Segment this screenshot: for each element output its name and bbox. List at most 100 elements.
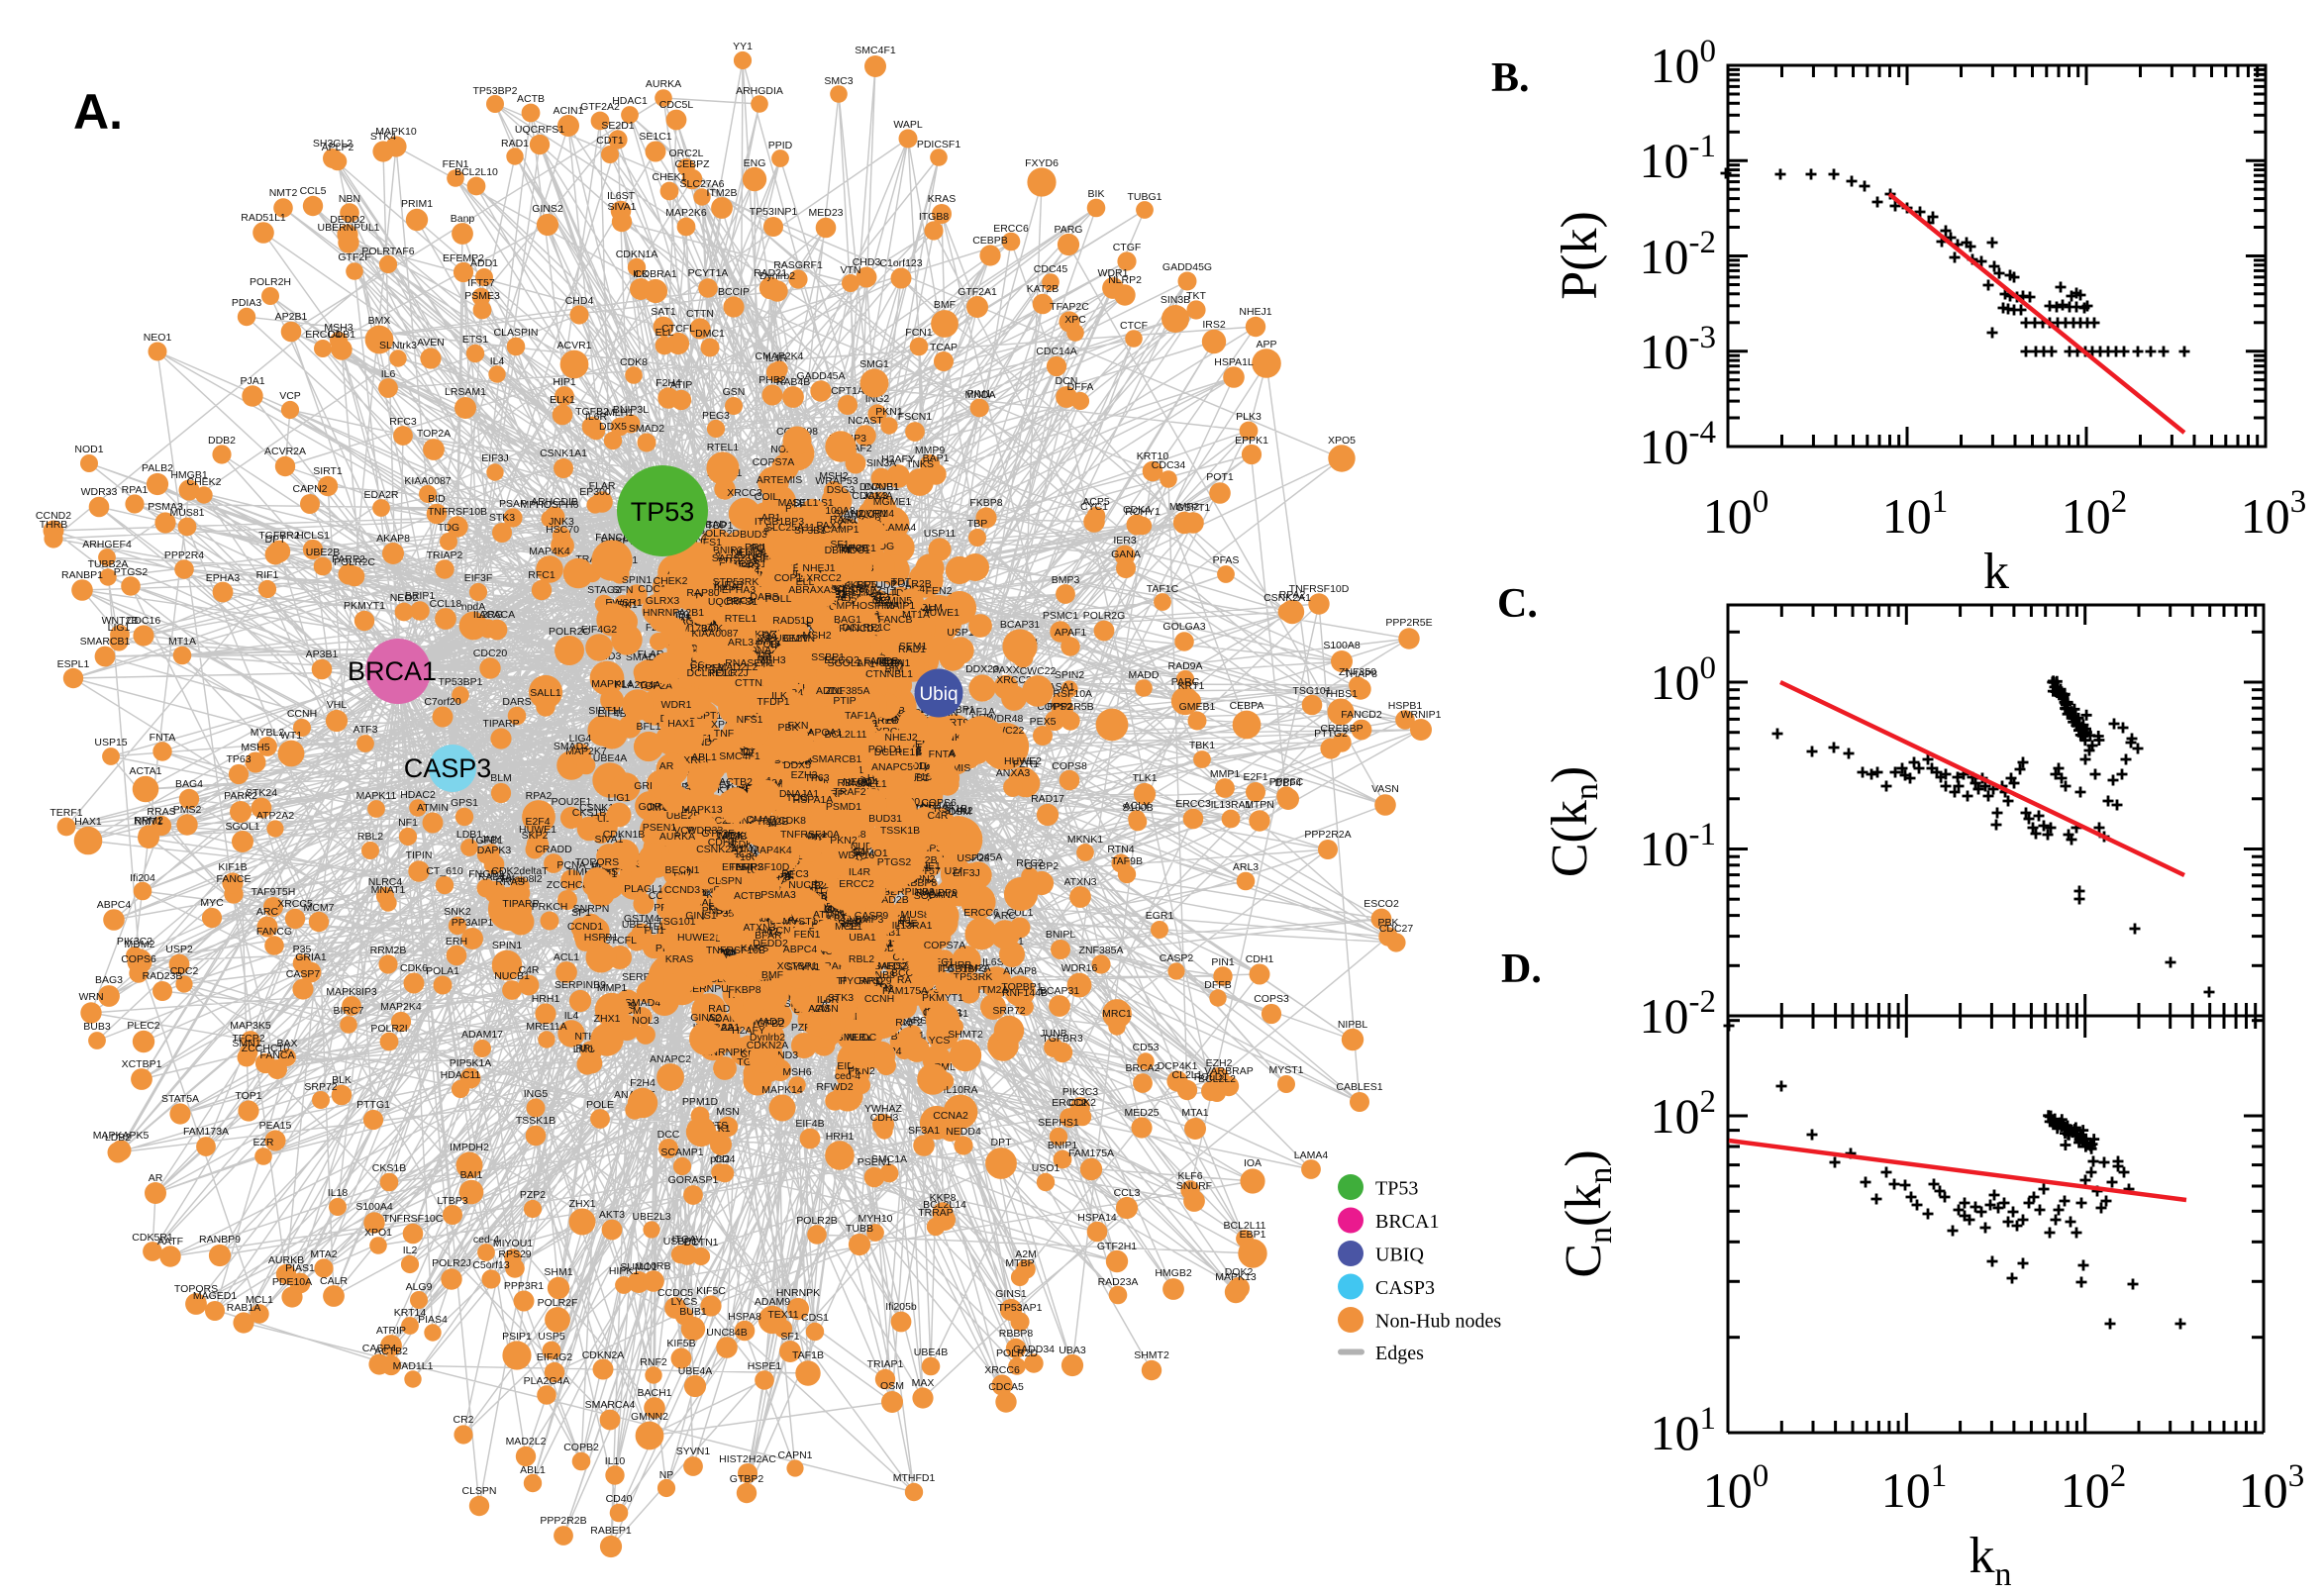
svg-text:BUB3: BUB3	[83, 1021, 111, 1033]
svg-text:MAD1L1: MAD1L1	[393, 1360, 434, 1372]
svg-text:GINS1: GINS1	[995, 1288, 1027, 1300]
svg-text:LAMA4: LAMA4	[882, 522, 917, 534]
svg-text:GTF2A1: GTF2A1	[958, 286, 997, 298]
svg-text:POLRTAF6: POLRTAF6	[361, 246, 414, 257]
svg-text:ILK: ILK	[771, 690, 787, 702]
svg-text:TDG: TDG	[786, 792, 808, 804]
svg-text:KIF5C: KIF5C	[696, 1285, 726, 1297]
svg-text:CCL5: CCL5	[300, 185, 327, 197]
svg-text:C.: C.	[1497, 581, 1538, 627]
svg-text:NEO1: NEO1	[144, 332, 172, 344]
svg-text:CCND3: CCND3	[664, 884, 700, 896]
svg-text:MAP4K4: MAP4K4	[529, 546, 570, 557]
svg-text:ZCCHC8: ZCCHC8	[547, 879, 589, 891]
svg-text:GINS1: GINS1	[685, 910, 717, 922]
svg-text:HSPA1L: HSPA1L	[1214, 356, 1254, 368]
svg-text:IL10RA: IL10RA	[943, 1084, 977, 1096]
svg-text:KKP8: KKP8	[930, 1192, 957, 1204]
svg-text:FANCG: FANCG	[256, 926, 292, 938]
svg-text:KIAA0087: KIAA0087	[404, 475, 451, 487]
svg-text:POLR2C: POLR2C	[334, 556, 375, 568]
svg-text:STK3: STK3	[489, 512, 515, 524]
svg-text:100: 100	[1651, 650, 1717, 710]
svg-text:PALB2: PALB2	[142, 462, 173, 474]
svg-text:PPP2R4: PPP2R4	[164, 549, 204, 561]
svg-text:CTNNBL1: CTNNBL1	[865, 668, 913, 680]
svg-text:POLR2J: POLR2J	[432, 1257, 471, 1269]
svg-text:ARC: ARC	[994, 910, 1017, 922]
svg-text:ERH: ERH	[446, 936, 467, 948]
svg-text:IL4R: IL4R	[849, 866, 871, 878]
svg-text:DMC1: DMC1	[695, 328, 725, 340]
svg-text:VCP: VCP	[279, 390, 301, 402]
svg-text:BMX: BMX	[368, 315, 391, 327]
svg-text:ANAPC5: ANAPC5	[871, 761, 913, 773]
svg-text:MIYOU1: MIYOU1	[493, 1238, 533, 1249]
svg-text:RRAS: RRAS	[147, 806, 175, 818]
svg-text:TP63: TP63	[226, 753, 251, 765]
svg-text:DDX23: DDX23	[965, 663, 999, 675]
svg-text:ZHX1: ZHX1	[594, 1013, 621, 1025]
svg-text:ARHGDIA: ARHGDIA	[857, 657, 904, 669]
svg-text:CD40: CD40	[606, 1493, 633, 1505]
svg-text:IFT57: IFT57	[467, 277, 495, 289]
svg-text:MUS81: MUS81	[169, 507, 204, 519]
svg-text:103: 103	[2241, 484, 2307, 544]
svg-text:ARHGEF4: ARHGEF4	[82, 539, 132, 550]
svg-text:RFC3: RFC3	[389, 416, 417, 428]
svg-text:SMARCB1: SMARCB1	[80, 636, 131, 648]
svg-text:UBA1: UBA1	[849, 932, 876, 944]
svg-text:D.: D.	[1501, 947, 1542, 992]
svg-text:IL6: IL6	[381, 368, 396, 380]
svg-text:USP5: USP5	[538, 1331, 565, 1343]
svg-text:NCAST: NCAST	[848, 415, 883, 427]
svg-text:NDOR1: NDOR1	[852, 508, 888, 520]
svg-text:CDC20: CDC20	[473, 648, 508, 659]
svg-text:S100A4: S100A4	[355, 1201, 393, 1213]
svg-text:CKS1B: CKS1B	[572, 807, 606, 819]
svg-text:101: 101	[1651, 1401, 1717, 1460]
svg-text:CAPN1: CAPN1	[777, 1449, 812, 1461]
svg-text:RAD1: RAD1	[501, 138, 529, 150]
svg-text:CASP3: CASP3	[1375, 1277, 1435, 1299]
svg-text:ATMIN: ATMIN	[813, 909, 845, 921]
svg-text:TAF9B: TAF9B	[1111, 855, 1143, 867]
svg-text:TFAP2C: TFAP2C	[1050, 301, 1089, 313]
svg-text:USP15: USP15	[94, 737, 127, 748]
svg-text:TP53AP1: TP53AP1	[998, 1302, 1043, 1314]
svg-text:HAX1: HAX1	[74, 816, 102, 828]
svg-text:TAF1C: TAF1C	[1147, 583, 1179, 595]
svg-text:DAPK3: DAPK3	[477, 845, 512, 856]
svg-text:BMF: BMF	[934, 299, 956, 311]
svg-text:MPHOSPH6: MPHOSPH6	[837, 600, 895, 612]
svg-text:BRCA1: BRCA1	[1375, 1211, 1439, 1233]
svg-text:CEBPZ: CEBPZ	[674, 158, 710, 170]
svg-text:RAD51L1: RAD51L1	[241, 212, 286, 224]
svg-text:CDCA5: CDCA5	[988, 1381, 1024, 1393]
svg-text:AR: AR	[659, 760, 674, 772]
svg-text:PIN1: PIN1	[1211, 956, 1235, 968]
svg-text:ERCC3: ERCC3	[1175, 798, 1211, 810]
svg-text:PSEN1: PSEN1	[858, 1156, 892, 1168]
svg-text:SMARCA4: SMARCA4	[585, 1399, 636, 1411]
svg-text:TCAP: TCAP	[930, 342, 958, 353]
svg-text:ADD1: ADD1	[816, 685, 844, 697]
svg-text:TIPARP: TIPARP	[482, 718, 519, 730]
svg-text:ARHGDIB: ARHGDIB	[531, 496, 578, 508]
svg-text:KRAS: KRAS	[665, 953, 694, 965]
svg-text:PFAS: PFAS	[1213, 554, 1240, 566]
svg-text:BACH1: BACH1	[637, 1387, 671, 1399]
svg-text:MCL1: MCL1	[835, 921, 862, 933]
svg-text:EIF4G2: EIF4G2	[581, 624, 617, 636]
svg-text:IL10RB: IL10RB	[636, 1260, 670, 1272]
svg-text:PEA15: PEA15	[259, 1120, 292, 1132]
svg-text:BECN1: BECN1	[664, 864, 699, 876]
svg-text:CLASPIN: CLASPIN	[494, 327, 539, 339]
svg-text:IL10: IL10	[605, 1455, 626, 1467]
svg-text:LIG1: LIG1	[608, 792, 631, 804]
svg-text:CASP3: CASP3	[404, 753, 492, 783]
svg-text:MMP2: MMP2	[1169, 501, 1199, 513]
svg-text:ARL3: ARL3	[1233, 861, 1259, 873]
svg-text:COBRA1: COBRA1	[634, 268, 676, 280]
svg-text:RPA1: RPA1	[122, 484, 149, 496]
